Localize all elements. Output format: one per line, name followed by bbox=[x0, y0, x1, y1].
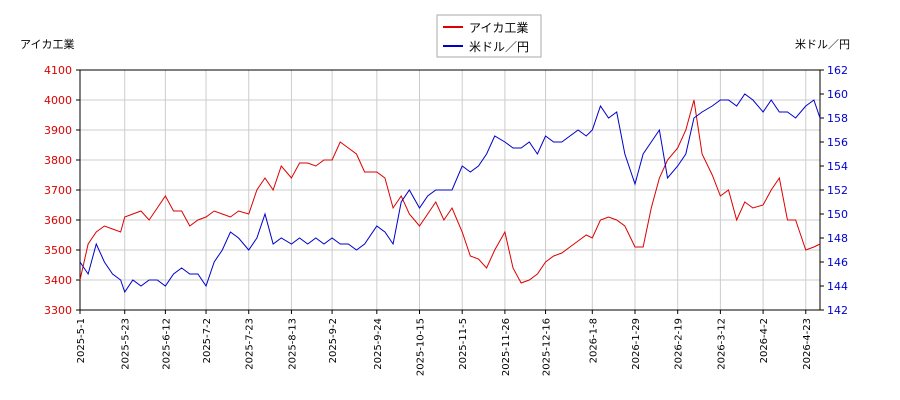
y2-tick-label: 148 bbox=[827, 232, 848, 245]
y2-tick-label: 150 bbox=[827, 208, 848, 221]
x-tick-label: 2025-11-5 bbox=[458, 318, 469, 370]
y-tick-label: 3400 bbox=[44, 274, 72, 287]
y2-tick-label: 146 bbox=[827, 256, 848, 269]
y-tick-label: 3600 bbox=[44, 214, 72, 227]
legend-box bbox=[436, 14, 542, 58]
x-tick-label: 2026-3-12 bbox=[716, 318, 727, 370]
x-tick-label: 2025-7-23 bbox=[245, 318, 256, 370]
legend-label: アイカ工業 bbox=[469, 21, 528, 35]
y2-tick-label: 160 bbox=[827, 88, 848, 101]
y-axis-title: アイカ工業 bbox=[20, 38, 74, 51]
y-tick-label: 4100 bbox=[44, 64, 72, 77]
y-tick-label: 3900 bbox=[44, 124, 72, 137]
x-tick-label: 2025-5-1 bbox=[76, 318, 87, 363]
y-tick-label: 3500 bbox=[44, 244, 72, 257]
y2-axis-title: 米ドル／円 bbox=[795, 38, 850, 51]
x-tick-label: 2026-1-8 bbox=[588, 318, 599, 363]
series-line bbox=[79, 93, 821, 294]
x-tick-label: 2025-6-12 bbox=[161, 318, 172, 370]
y2-tick-label: 154 bbox=[827, 160, 848, 173]
x-tick-label: 2026-2-19 bbox=[674, 318, 685, 370]
y-tick-label: 3300 bbox=[44, 304, 72, 317]
x-tick-label: 2025-9-2 bbox=[328, 318, 339, 363]
y-tick-label: 3700 bbox=[44, 184, 72, 197]
x-tick-label: 2026-1-29 bbox=[631, 318, 642, 370]
y2-tick-label: 142 bbox=[827, 304, 848, 317]
x-tick-label: 2026-4-23 bbox=[802, 318, 813, 370]
x-tick-label: 2026-4-2 bbox=[759, 318, 770, 363]
y2-tick-label: 162 bbox=[827, 64, 848, 77]
y2-tick-label: 156 bbox=[827, 136, 848, 149]
y2-tick-label: 158 bbox=[827, 112, 848, 125]
x-tick-label: 2025-8-13 bbox=[287, 318, 298, 370]
series-line bbox=[79, 99, 821, 284]
y-tick-label: 4000 bbox=[44, 94, 72, 107]
plot-frame bbox=[79, 69, 821, 311]
x-tick-label: 2025-5-23 bbox=[121, 318, 132, 370]
x-tick-label: 2025-7-2 bbox=[202, 318, 213, 363]
y2-tick-label: 152 bbox=[827, 184, 848, 197]
x-tick-label: 2025-12-16 bbox=[542, 318, 553, 376]
legend-label: 米ドル／円 bbox=[469, 40, 529, 54]
y2-tick-label: 144 bbox=[827, 280, 848, 293]
y-tick-label: 3800 bbox=[44, 154, 72, 167]
x-tick-label: 2025-9-24 bbox=[373, 318, 384, 370]
x-tick-label: 2025-11-26 bbox=[501, 318, 512, 376]
x-tick-label: 2025-10-15 bbox=[416, 318, 427, 376]
